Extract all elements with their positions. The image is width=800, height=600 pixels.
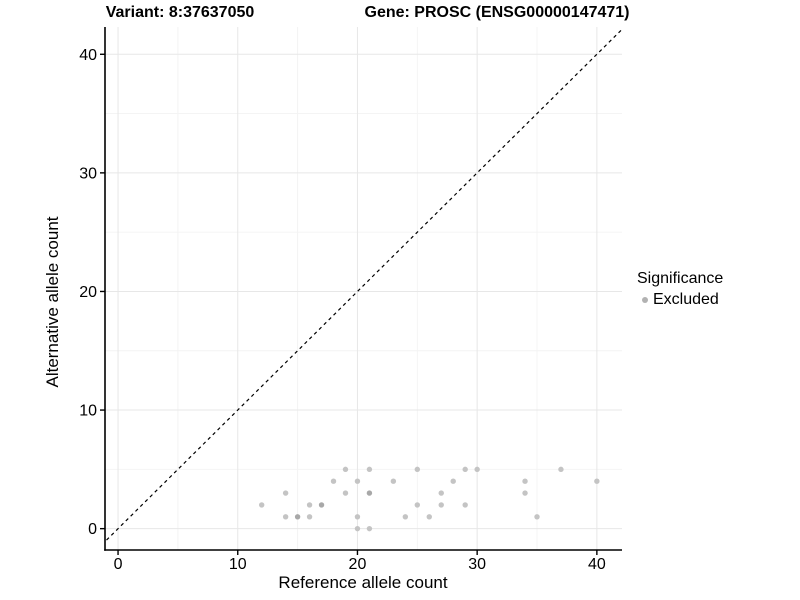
plot-title-variant: Variant: 8:37637050 <box>105 4 255 21</box>
legend-item-label: Excluded <box>653 291 719 308</box>
data-point <box>282 490 289 496</box>
data-point <box>354 478 361 484</box>
identity-line <box>105 28 622 543</box>
y-tick-label: 10 <box>79 403 97 420</box>
data-point <box>522 490 528 496</box>
x-tick-label: 0 <box>114 556 123 573</box>
data-point <box>450 478 456 484</box>
legend-title: Significance <box>637 270 724 287</box>
data-point <box>438 502 444 508</box>
x-tick-label: 10 <box>229 556 247 573</box>
data-point <box>258 502 265 508</box>
data-point <box>414 466 421 473</box>
x-tick-label: 40 <box>588 556 606 573</box>
legend-point-icon <box>642 297 648 303</box>
y-tick-label: 30 <box>79 165 97 182</box>
data-point <box>474 466 480 473</box>
x-axis-title: Reference allele count <box>278 573 448 592</box>
data-point <box>342 490 349 496</box>
y-tick-label: 20 <box>79 284 97 301</box>
data-point <box>402 514 409 520</box>
data-point <box>366 466 373 473</box>
data-point <box>354 525 361 532</box>
data-point <box>426 514 432 520</box>
x-tick-label: 20 <box>349 556 367 573</box>
data-point <box>354 514 361 520</box>
data-point <box>330 478 337 484</box>
x-tick-label: 30 <box>468 556 486 573</box>
data-point <box>318 502 325 508</box>
data-point <box>282 514 289 520</box>
data-point <box>534 514 540 520</box>
data-point <box>462 466 468 473</box>
data-point <box>390 478 397 484</box>
legend-item-excluded: Excluded <box>637 291 723 309</box>
plot-title-gene: Gene: PROSC (ENSG00000147471) <box>364 4 630 21</box>
data-point <box>438 490 444 496</box>
data-point <box>594 478 600 484</box>
data-point <box>366 490 373 496</box>
y-tick-label: 40 <box>79 47 97 64</box>
y-tick-label: 0 <box>88 521 97 538</box>
data-point <box>294 514 301 520</box>
data-point <box>342 466 349 473</box>
data-point <box>558 466 564 473</box>
data-point <box>306 502 313 508</box>
data-point <box>462 502 468 508</box>
data-point <box>306 514 313 520</box>
data-point <box>522 478 528 484</box>
y-axis-title: Alternative allele count <box>43 216 62 388</box>
data-point <box>414 502 421 508</box>
data-point <box>366 525 373 532</box>
legend: Significance Excluded <box>637 270 723 309</box>
